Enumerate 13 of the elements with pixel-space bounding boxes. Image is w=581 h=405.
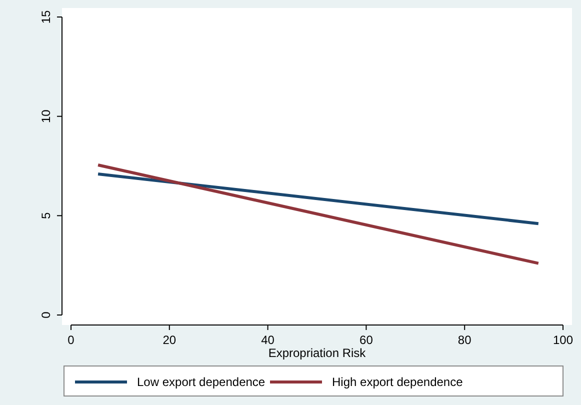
x-tick-label: 0 [68,333,75,347]
y-tick-label: 0 [39,311,53,318]
y-tick-label: 10 [39,109,53,124]
legend-label: High export dependence [332,375,464,389]
x-tick-label: 80 [458,333,472,347]
x-tick-label: 100 [552,333,574,347]
x-tick-label: 40 [261,333,275,347]
y-tick-label: 5 [39,212,53,220]
x-tick-label: 60 [360,333,374,347]
x-tick-label: 20 [162,333,176,347]
x-axis-title: Expropriation Risk [268,346,367,360]
y-tick-label: 15 [39,10,53,24]
legend-label: Low export dependence [137,375,266,389]
